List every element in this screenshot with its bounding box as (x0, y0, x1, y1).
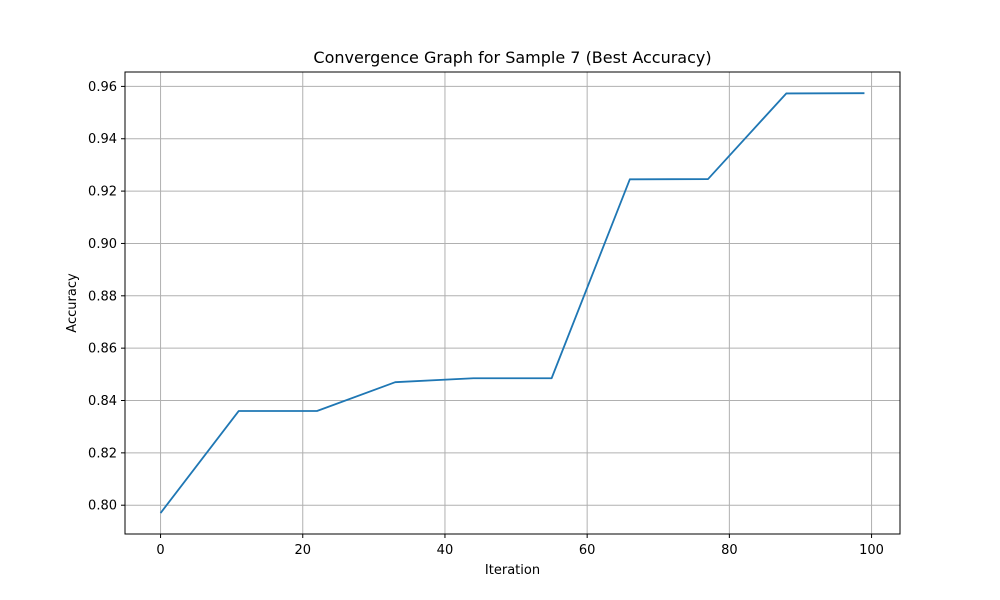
y-axis-ticks: 0.80 0.82 0.84 0.86 0.88 0.90 0.92 0.94 0.96 (88, 80, 125, 514)
y-tick-label: 0.86 (88, 342, 117, 357)
y-tick-label: 0.90 (88, 237, 117, 252)
grid (125, 72, 900, 534)
x-axis-label: Iteration (485, 563, 540, 578)
plot-area-frame (124, 71, 901, 535)
y-tick-label: 0.94 (88, 132, 117, 147)
x-tick-label: 20 (294, 543, 311, 558)
x-tick-label: 100 (859, 543, 884, 558)
x-tick-label: 60 (579, 543, 596, 558)
accuracy-series-line (159, 92, 865, 514)
x-tick-label: 80 (721, 543, 738, 558)
series-layer (159, 92, 865, 514)
y-tick-label: 0.92 (88, 185, 117, 200)
y-tick-label: 0.80 (88, 499, 117, 514)
y-tick-label: 0.82 (88, 446, 117, 461)
y-tick-label: 0.88 (88, 289, 117, 304)
y-tick-label: 0.84 (88, 394, 117, 409)
x-axis-ticks: 0 20 40 60 80 100 (156, 534, 884, 558)
x-tick-label: 0 (156, 543, 164, 558)
x-tick-label: 40 (437, 543, 454, 558)
y-tick-label: 0.96 (88, 80, 117, 95)
y-axis-label: Accuracy (65, 273, 80, 333)
chart-title: Convergence Graph for Sample 7 (Best Acc… (313, 48, 711, 67)
